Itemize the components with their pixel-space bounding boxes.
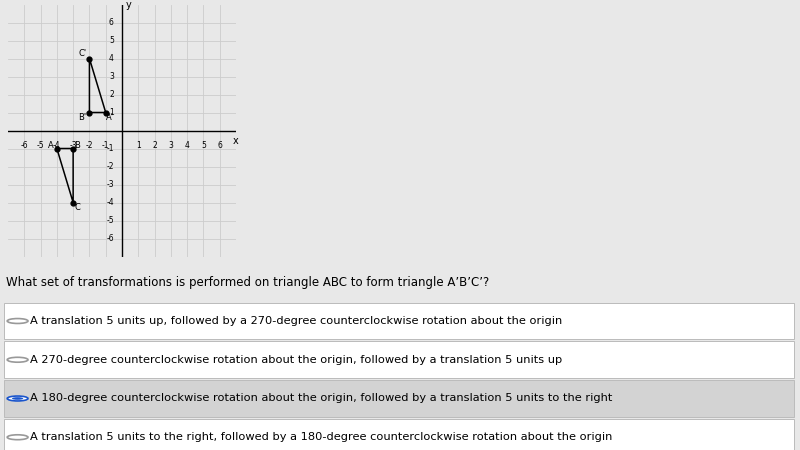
Text: 2: 2 — [109, 90, 114, 99]
Text: -4: -4 — [106, 198, 114, 207]
Text: -5: -5 — [37, 141, 44, 150]
Text: -2: -2 — [106, 162, 114, 171]
Text: -4: -4 — [53, 141, 61, 150]
Text: 2: 2 — [152, 141, 157, 150]
Text: -3: -3 — [106, 180, 114, 189]
FancyBboxPatch shape — [4, 302, 794, 339]
Text: C': C' — [78, 50, 86, 58]
Text: 3: 3 — [109, 72, 114, 81]
Circle shape — [7, 396, 28, 401]
Text: C: C — [74, 203, 80, 212]
Text: A translation 5 units up, followed by a 270-degree counterclockwise rotation abo: A translation 5 units up, followed by a … — [30, 316, 562, 326]
Text: A 270-degree counterclockwise rotation about the origin, followed by a translati: A 270-degree counterclockwise rotation a… — [30, 355, 562, 365]
Text: 1: 1 — [136, 141, 141, 150]
Text: -3: -3 — [70, 141, 77, 150]
Text: -1: -1 — [102, 141, 110, 150]
Text: x: x — [233, 136, 239, 146]
Text: A': A' — [106, 112, 114, 122]
Text: 4: 4 — [185, 141, 190, 150]
Circle shape — [7, 319, 28, 324]
Text: A translation 5 units to the right, followed by a 180-degree counterclockwise ro: A translation 5 units to the right, foll… — [30, 432, 613, 442]
Text: 6: 6 — [109, 18, 114, 27]
Text: 1: 1 — [109, 108, 114, 117]
FancyBboxPatch shape — [4, 419, 794, 450]
Text: -1: -1 — [106, 144, 114, 153]
Text: A 180-degree counterclockwise rotation about the origin, followed by a translati: A 180-degree counterclockwise rotation a… — [30, 393, 613, 404]
FancyBboxPatch shape — [4, 380, 794, 417]
Circle shape — [7, 435, 28, 440]
Text: B': B' — [78, 112, 86, 122]
Text: 5: 5 — [201, 141, 206, 150]
Text: 4: 4 — [109, 54, 114, 63]
FancyBboxPatch shape — [4, 341, 794, 378]
Text: B: B — [74, 141, 80, 150]
Text: y: y — [126, 0, 131, 9]
Text: -5: -5 — [106, 216, 114, 225]
Text: 3: 3 — [169, 141, 174, 150]
Text: What set of transformations is performed on triangle ABC to form triangle A’B’C’: What set of transformations is performed… — [6, 276, 490, 289]
Circle shape — [7, 357, 28, 362]
Text: 6: 6 — [218, 141, 222, 150]
Text: -2: -2 — [86, 141, 93, 150]
Circle shape — [12, 397, 23, 400]
Text: A: A — [48, 141, 54, 150]
Text: -6: -6 — [106, 234, 114, 243]
Text: 5: 5 — [109, 36, 114, 45]
Text: -6: -6 — [21, 141, 28, 150]
